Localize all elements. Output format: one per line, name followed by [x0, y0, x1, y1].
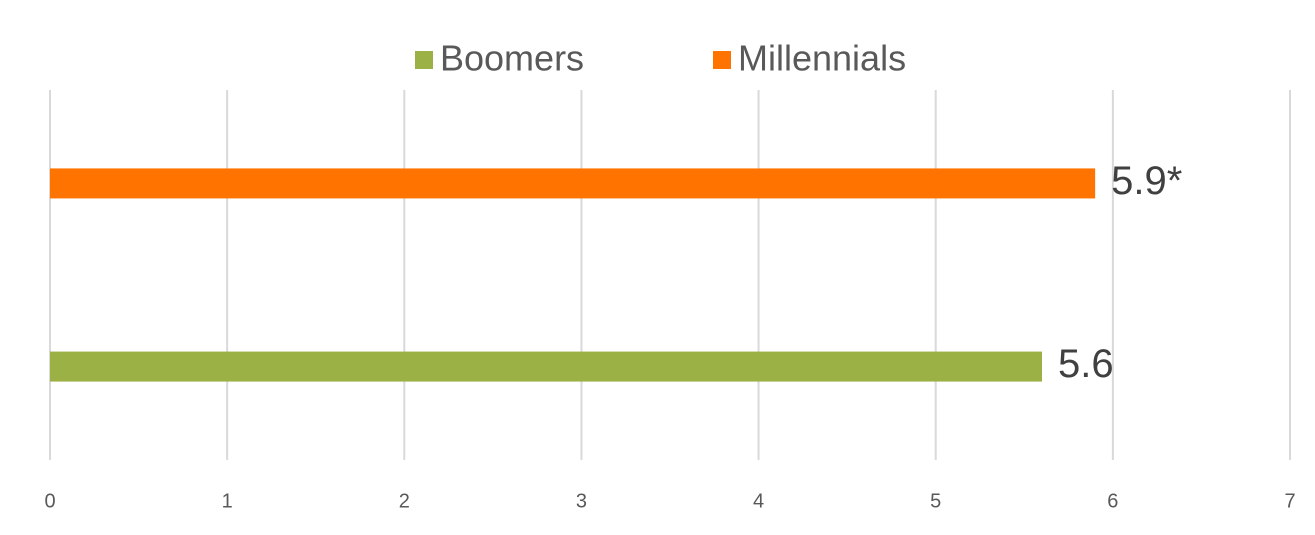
- x-tick-label: 2: [399, 490, 410, 512]
- data-label: 5.6: [1058, 342, 1114, 386]
- x-tick-label: 5: [930, 490, 941, 512]
- legend-label: Millennials: [738, 38, 906, 79]
- x-tick-label: 3: [576, 490, 587, 512]
- legend-label: Boomers: [440, 38, 584, 79]
- x-tick-label: 4: [753, 490, 764, 512]
- x-tick-label: 7: [1284, 490, 1295, 512]
- x-tick-label: 6: [1107, 490, 1118, 512]
- data-label: 5.9*: [1111, 159, 1182, 203]
- x-tick-label: 1: [222, 490, 233, 512]
- legend-swatch: [713, 51, 731, 69]
- x-tick-label: 0: [44, 490, 55, 512]
- legend-swatch: [415, 51, 433, 69]
- bar: [50, 351, 1042, 382]
- bar: [50, 168, 1096, 199]
